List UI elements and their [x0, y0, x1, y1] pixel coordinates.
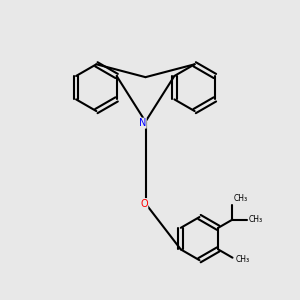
Text: CH₃: CH₃: [234, 194, 248, 203]
Text: CH₃: CH₃: [249, 215, 263, 224]
Text: CH₃: CH₃: [236, 255, 250, 264]
Text: O: O: [140, 199, 148, 208]
Text: N: N: [139, 118, 146, 128]
